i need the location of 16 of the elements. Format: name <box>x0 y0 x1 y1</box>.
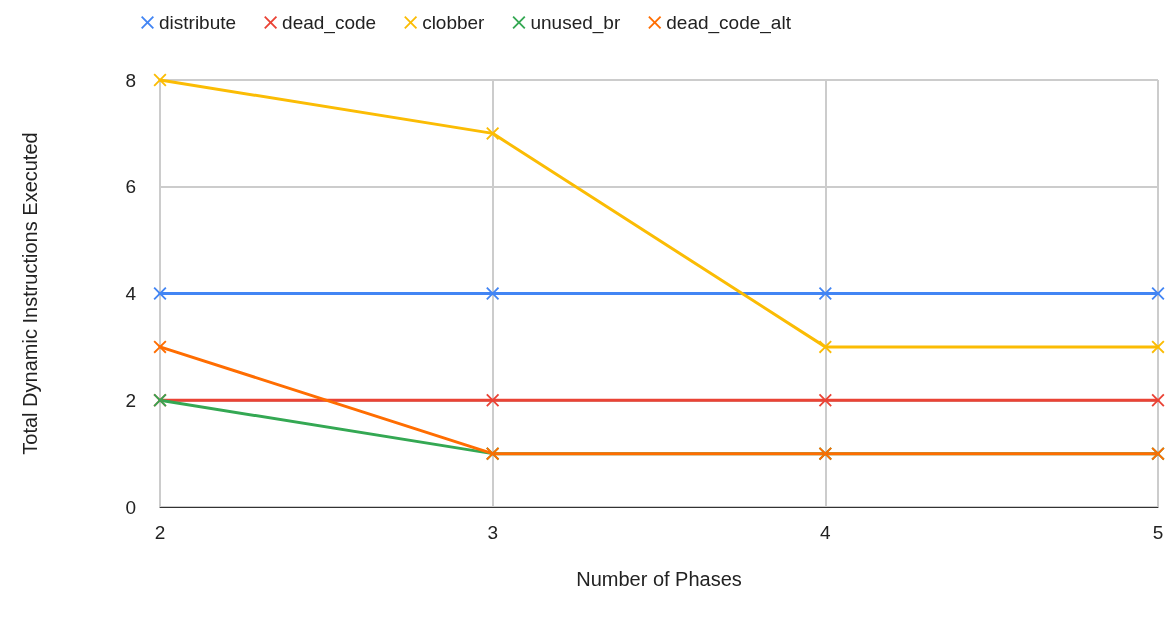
legend-label: unused_br <box>530 12 621 34</box>
x-tick-label: 5 <box>1152 522 1164 543</box>
x-tick-label: 3 <box>487 522 498 543</box>
legend-label: distribute <box>159 12 237 33</box>
y-tick-label: 6 <box>125 176 136 198</box>
y-tick-label: 4 <box>125 283 137 304</box>
legend-label: dead_code_alt <box>666 12 792 34</box>
y-tick-label: 8 <box>125 69 136 91</box>
x-tick-label: 4 <box>820 522 832 543</box>
legend-label: dead_code <box>282 12 377 34</box>
y-tick-label: 2 <box>125 389 136 411</box>
x-axis-title: Number of Phases <box>576 568 742 590</box>
y-tick-label: 0 <box>125 496 136 518</box>
x-tick-label: 2 <box>154 522 166 543</box>
y-axis-title: Total Dynamic Instructions Executed <box>19 132 41 455</box>
legend-label: clobber <box>422 12 486 33</box>
